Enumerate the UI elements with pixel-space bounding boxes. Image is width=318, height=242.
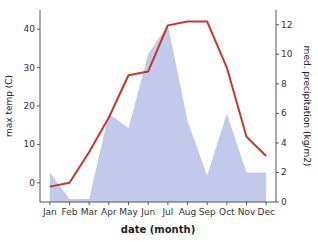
x-tick	[49, 202, 50, 205]
x-tick	[226, 202, 227, 205]
y2-tick-label: 4	[281, 138, 287, 148]
x-tick	[246, 202, 247, 205]
y2-tick	[276, 202, 279, 203]
x-tick-label: Aug	[179, 207, 197, 217]
temp-line	[50, 22, 266, 187]
precip-area	[50, 25, 266, 202]
chart: Jan FebMarAprMayJun Jul AugSepOctNovDec 0 10 2…	[0, 0, 318, 242]
y2-tick	[276, 142, 279, 143]
x-tick-label: Apr	[101, 207, 117, 217]
x-axis-line	[40, 202, 276, 203]
x-tick	[148, 202, 149, 205]
y-tick	[37, 67, 40, 68]
y-tick-label: 0	[29, 178, 35, 188]
y2-tick-label: 6	[281, 108, 287, 118]
y-tick-label: 20	[24, 101, 36, 111]
x-tick	[207, 202, 208, 205]
y-tick	[37, 106, 40, 107]
x-tick	[89, 202, 90, 205]
y-tick-label: 10	[24, 139, 36, 149]
x-tick-label: Oct	[219, 207, 235, 217]
y2-tick-label: 0	[281, 197, 287, 207]
y2-tick-label: 10	[281, 49, 293, 59]
y-tick-label: 40	[24, 24, 36, 34]
y-axis-label: max temp (C)	[4, 75, 14, 137]
y2-tick	[276, 113, 279, 114]
y-tick	[37, 29, 40, 30]
x-tick-label: May	[119, 207, 138, 217]
x-tick	[266, 202, 267, 205]
plot-area	[50, 22, 266, 202]
x-tick-label: Feb	[62, 207, 78, 217]
x-tick-label: Nov	[238, 207, 256, 217]
y2-tick-label: 8	[281, 79, 287, 89]
x-tick-label: Sep	[199, 207, 216, 217]
x-tick-label: Jun	[140, 207, 155, 217]
y2-tick	[276, 83, 279, 84]
y2-tick-label: 2	[281, 167, 287, 177]
y2-tick-label: 12	[281, 20, 292, 30]
x-tick-label: Mar	[81, 207, 98, 217]
x-tick-label: Jan	[42, 207, 57, 217]
y2-axis-label: med. precipitation (kg/m2)	[302, 46, 312, 167]
x-tick	[128, 202, 129, 205]
y2-axis-line	[276, 10, 277, 202]
y2-tick	[276, 172, 279, 173]
y-tick	[37, 144, 40, 145]
y2-tick	[276, 24, 279, 25]
y-tick	[37, 182, 40, 183]
y2-tick	[276, 54, 279, 55]
x-tick	[187, 202, 188, 205]
x-axis-label: date (month)	[121, 224, 195, 235]
x-tick-label: Jul	[161, 207, 173, 217]
x-tick	[167, 202, 168, 205]
x-tick	[108, 202, 109, 205]
x-tick	[69, 202, 70, 205]
x-tick-label: Dec	[257, 207, 274, 217]
y-tick-label: 30	[24, 63, 36, 73]
